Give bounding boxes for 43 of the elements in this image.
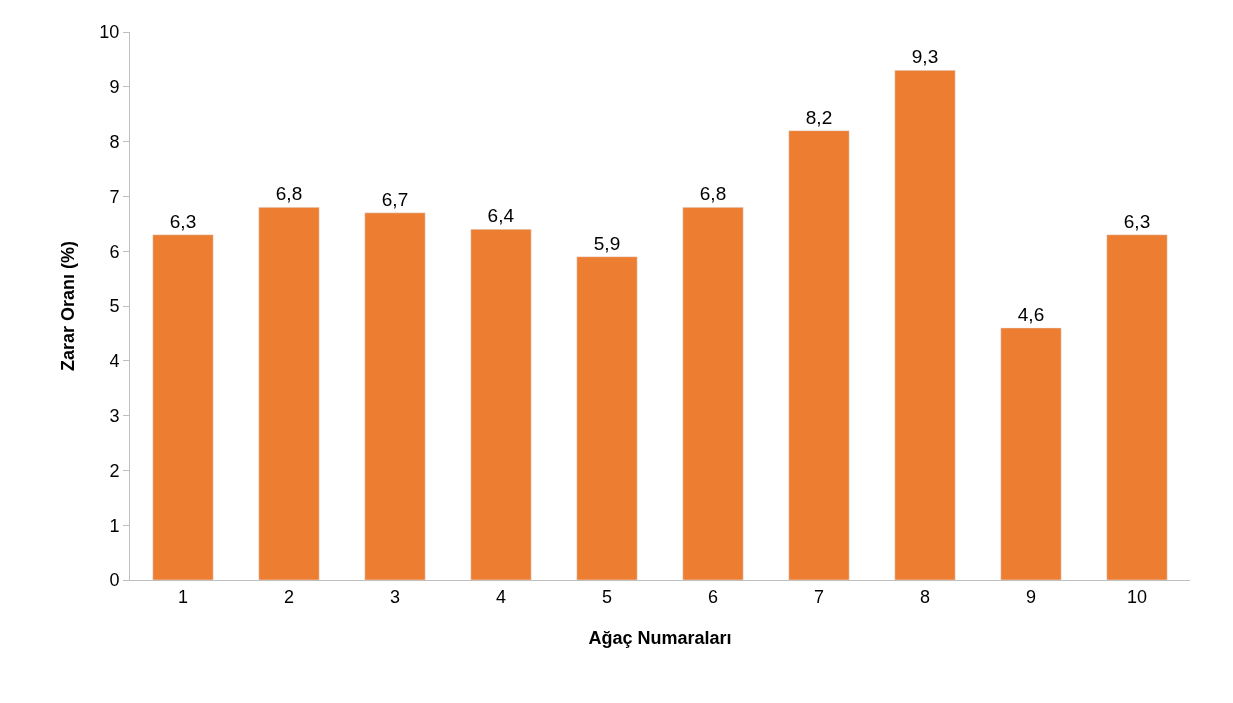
y-tick-label: 1 bbox=[109, 515, 120, 536]
y-tick-label: 2 bbox=[109, 460, 120, 481]
x-axis-title: Ağaç Numaraları bbox=[588, 627, 732, 648]
data-label: 6,4 bbox=[487, 205, 515, 227]
data-label: 6,3 bbox=[169, 210, 197, 232]
bar bbox=[152, 234, 214, 580]
bar bbox=[682, 207, 744, 580]
bar bbox=[788, 130, 850, 580]
data-label: 6,8 bbox=[699, 183, 727, 205]
data-label: 8,2 bbox=[805, 106, 833, 128]
bar bbox=[364, 212, 426, 580]
x-tick-label: 9 bbox=[1025, 586, 1037, 607]
data-label: 5,9 bbox=[593, 232, 621, 254]
x-tick-label: 6 bbox=[707, 586, 719, 607]
y-tick-label: 7 bbox=[109, 186, 120, 207]
data-label: 9,3 bbox=[911, 46, 939, 68]
bar bbox=[470, 229, 532, 580]
data-label: 4,6 bbox=[1017, 303, 1045, 325]
x-tick-label: 8 bbox=[919, 586, 931, 607]
x-tick-label: 2 bbox=[283, 586, 295, 607]
x-tick-label: 3 bbox=[389, 586, 401, 607]
data-label: 6,8 bbox=[275, 183, 303, 205]
y-tick-label: 10 bbox=[99, 22, 120, 43]
x-tick-label: 7 bbox=[813, 586, 825, 607]
y-tick-label: 4 bbox=[109, 351, 120, 372]
y-tick-label: 3 bbox=[109, 405, 120, 426]
x-tick-label: 4 bbox=[495, 586, 507, 607]
bar bbox=[1000, 327, 1062, 580]
x-tick-label: 1 bbox=[177, 586, 189, 607]
y-tick-label: 0 bbox=[109, 570, 120, 591]
bar bbox=[258, 207, 320, 580]
y-tick-label: 5 bbox=[109, 296, 120, 317]
x-tick-label: 10 bbox=[1126, 586, 1148, 607]
data-label: 6,3 bbox=[1123, 210, 1151, 232]
y-axis-title: Zarar Oranı (%) bbox=[57, 240, 78, 372]
bar bbox=[1106, 234, 1168, 580]
bar bbox=[894, 70, 956, 580]
y-tick-label: 8 bbox=[109, 131, 120, 152]
y-tick-label: 9 bbox=[109, 77, 120, 98]
data-label: 6,7 bbox=[381, 188, 409, 210]
x-tick-label: 5 bbox=[601, 586, 613, 607]
bar bbox=[576, 256, 638, 580]
y-tick-label: 6 bbox=[109, 241, 120, 262]
